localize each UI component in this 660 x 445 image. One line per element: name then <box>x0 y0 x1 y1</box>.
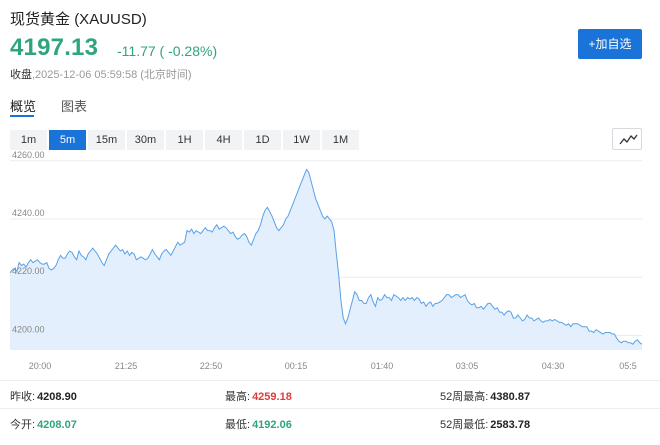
x-tick-label: 05:5 <box>619 361 637 371</box>
stat-value: 4259.18 <box>252 391 292 403</box>
status-label: 收盘 <box>10 69 32 81</box>
stat-label: 52周最低: <box>440 419 489 431</box>
stat-low: 最低: 4192.06 <box>225 416 292 432</box>
stat-label: 今开: <box>10 419 36 431</box>
price-line <box>9 168 643 345</box>
stat-value: 2583.78 <box>490 419 531 431</box>
stat-label: 最低: <box>225 419 251 431</box>
stat-value: 4208.90 <box>37 391 77 403</box>
tab-bar: 概览 图表 <box>0 96 660 120</box>
x-tick-label: 01:40 <box>371 361 394 371</box>
period-1d[interactable]: 1D <box>244 130 281 150</box>
y-tick-label: 4260.00 <box>12 150 45 160</box>
line-chart-icon <box>619 134 638 145</box>
period-1w[interactable]: 1W <box>283 130 320 150</box>
period-1h[interactable]: 1H <box>166 130 203 150</box>
active-tab-indicator <box>10 115 34 117</box>
period-30m[interactable]: 30m <box>127 130 164 150</box>
price-chart[interactable]: 4260.00 4240.00 4220.00 4200.00 20:00 21:25 22… <box>0 150 660 375</box>
instrument-name: 现货黄金 <box>10 11 71 28</box>
x-tick-label: 21:25 <box>115 361 138 371</box>
x-tick-label: 00:15 <box>285 361 308 371</box>
stat-52w-low: 52周最低: 2583.78 <box>440 416 530 432</box>
chart-type-toggle[interactable] <box>612 128 642 150</box>
period-15m[interactable]: 15m <box>88 130 125 150</box>
period-selector: 1m 5m 15m 30m 1H 4H 1D 1W 1M <box>10 130 359 150</box>
price-area <box>10 169 642 350</box>
stat-label: 52周最高: <box>440 391 489 403</box>
stat-label: 昨收: <box>10 391 36 403</box>
y-tick-label: 4240.00 <box>12 208 45 218</box>
stats-row: 今开: 4208.07 最低: 4192.06 52周最低: 2583.78 <box>0 408 660 436</box>
tab-overview[interactable]: 概览 <box>10 99 37 114</box>
chart-svg: 4260.00 4240.00 4220.00 4200.00 20:00 21:25 22… <box>9 150 643 371</box>
current-price: 4197.13 <box>10 34 99 61</box>
status-timestamp: ,2025-12-06 05:59:58 (北京时间) <box>32 69 192 81</box>
stat-high: 最高: 4259.18 <box>225 388 292 404</box>
stat-value: 4208.07 <box>37 419 77 431</box>
market-status: 收盘,2025-12-06 05:59:58 (北京时间) <box>10 66 192 82</box>
stats-row: 昨收: 4208.90 最高: 4259.18 52周最高: 4380.87 <box>0 380 660 408</box>
y-tick-label: 4220.00 <box>12 266 45 276</box>
period-1m[interactable]: 1m <box>10 130 47 150</box>
stat-open: 今开: 4208.07 <box>10 416 77 432</box>
stat-label: 最高: <box>225 391 251 403</box>
tab-chart[interactable]: 图表 <box>61 99 88 114</box>
period-1mo[interactable]: 1M <box>322 130 359 150</box>
x-tick-label: 04:30 <box>542 361 565 371</box>
y-tick-label: 4200.00 <box>12 324 45 334</box>
period-5m[interactable]: 5m <box>49 130 86 150</box>
x-tick-label: 22:50 <box>200 361 223 371</box>
stat-value: 4192.06 <box>252 419 292 431</box>
stat-52w-high: 52周最高: 4380.87 <box>440 388 530 404</box>
stat-prev-close: 昨收: 4208.90 <box>10 388 77 404</box>
x-tick-label: 03:05 <box>456 361 479 371</box>
period-4h[interactable]: 4H <box>205 130 242 150</box>
stat-value: 4380.87 <box>490 391 531 403</box>
x-tick-label: 20:00 <box>29 361 52 371</box>
add-watchlist-button[interactable]: +加自选 <box>578 29 642 59</box>
price-change: -11.77 ( -0.28%) <box>117 43 218 59</box>
instrument-symbol: (XAUUSD) <box>74 11 147 28</box>
instrument-title: 现货黄金 (XAUUSD) <box>10 8 147 29</box>
